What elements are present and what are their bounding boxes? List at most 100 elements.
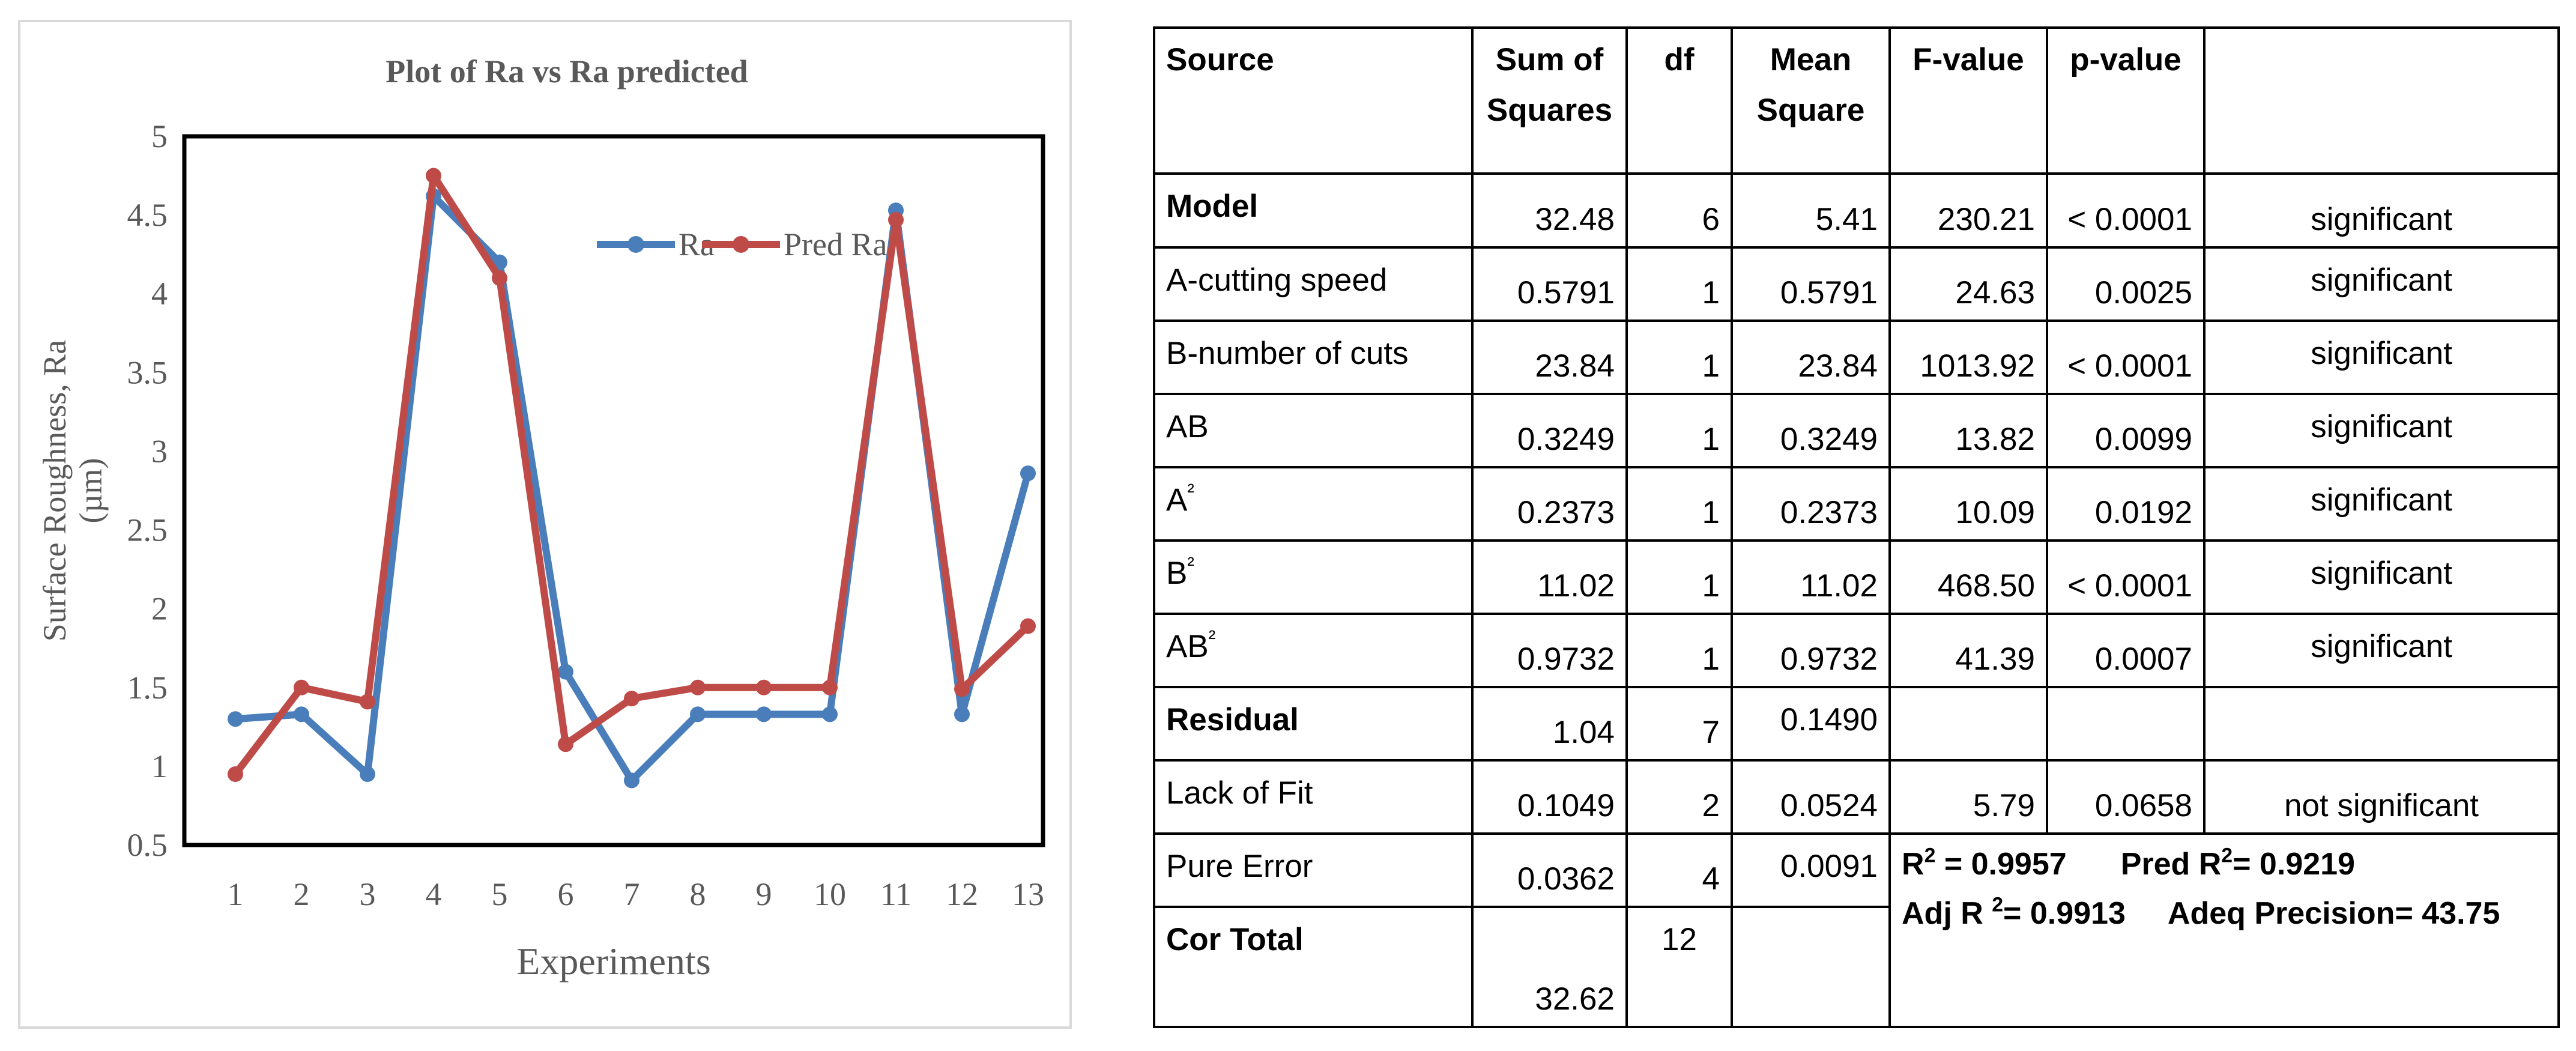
header-significance bbox=[2203, 26, 2560, 175]
cell-df: 7 bbox=[1625, 686, 1733, 762]
series-ra bbox=[228, 188, 1036, 789]
cell-source: Residual bbox=[1153, 686, 1474, 762]
data-point bbox=[294, 706, 309, 722]
cell-f-value bbox=[1888, 686, 2048, 762]
table-row: Model 32.48 6 5.41 230.21 < 0.0001 significant bbox=[1153, 172, 2560, 249]
cell-sum-of-squares: 23.84 bbox=[1471, 320, 1628, 395]
cell-df: 1 bbox=[1625, 393, 1733, 468]
y-tick-label: 0.5 bbox=[127, 827, 168, 863]
cell-df: 1 bbox=[1625, 320, 1733, 395]
data-point bbox=[690, 706, 706, 722]
fit-stat-text: Adeq Precision= 43.75 bbox=[2167, 896, 2500, 931]
data-point bbox=[954, 681, 970, 697]
x-tick-label: 12 bbox=[946, 876, 978, 912]
cell-source: A² bbox=[1153, 466, 1474, 542]
anova-table: Source Sum of Squares df Mean Square F-v… bbox=[1153, 26, 2560, 1028]
data-point bbox=[228, 766, 243, 782]
table-row: AB² 0.9732 1 0.9732 41.39 0.0007 significant bbox=[1153, 613, 2560, 688]
data-point bbox=[690, 679, 706, 695]
data-point bbox=[822, 679, 838, 695]
y-axis-label: Surface Roughness, Ra (µm) bbox=[37, 340, 109, 641]
cell-df: 6 bbox=[1625, 172, 1733, 249]
fit-stat-text: R bbox=[1902, 847, 1924, 882]
cell-mean-square: 0.0524 bbox=[1731, 759, 1891, 835]
data-point bbox=[228, 711, 243, 727]
x-tick-label: 2 bbox=[294, 876, 310, 912]
cell-df: 2 bbox=[1625, 759, 1733, 835]
chart-panel: Plot of Ra vs Ra predicted 0.5 1 1.5 2 2.5 3 3… bbox=[18, 20, 1072, 1029]
fit-statistics: R2 = 0.9957 Pred R2= 0.9219 Adj R 2= 0.991… bbox=[1888, 832, 2560, 1028]
x-tick-label: 11 bbox=[880, 876, 912, 912]
cell-source: Pure Error bbox=[1153, 832, 1474, 908]
data-point bbox=[954, 706, 970, 722]
x-tick-label: 3 bbox=[360, 876, 376, 912]
x-tick-label: 9 bbox=[756, 876, 772, 912]
cell-f-value: 468.50 bbox=[1888, 539, 2048, 615]
table-row: A-cutting speed 0.5791 1 0.5791 24.63 0.0025 s… bbox=[1153, 246, 2560, 322]
cell-sum-of-squares: 11.02 bbox=[1471, 539, 1628, 615]
header-p-value: p-value bbox=[2046, 26, 2206, 175]
cell-source: AB² bbox=[1153, 613, 1474, 688]
y-tick-label: 4 bbox=[151, 276, 168, 312]
cell-sum-of-squares: 1.04 bbox=[1471, 686, 1628, 762]
y-axis-label-line1: Surface Roughness, Ra bbox=[37, 340, 73, 641]
y-tick-label: 2 bbox=[151, 591, 168, 627]
legend-label: Pred Ra bbox=[784, 226, 887, 262]
legend-marker bbox=[733, 236, 749, 253]
y-tick-label: 3 bbox=[151, 433, 168, 469]
data-point bbox=[624, 691, 639, 707]
chart-legend: Ra Pred Ra bbox=[597, 226, 887, 262]
cell-sum-of-squares: 0.9732 bbox=[1471, 613, 1628, 688]
x-axis-ticks: 1 2 3 4 5 6 7 8 9 10 11 12 13 bbox=[228, 876, 1045, 912]
cell-sum-of-squares: 32.48 bbox=[1471, 172, 1628, 249]
cell-df: 12 bbox=[1625, 906, 1733, 1028]
header-source: Source bbox=[1153, 26, 1474, 175]
cell-mean-square: 0.3249 bbox=[1731, 393, 1891, 468]
cell-mean-square bbox=[1731, 906, 1891, 1028]
cell-significance: significant bbox=[2203, 613, 2560, 688]
data-point bbox=[1020, 618, 1036, 634]
cell-p-value: 0.0007 bbox=[2046, 613, 2206, 688]
cell-mean-square: 0.9732 bbox=[1731, 613, 1891, 688]
cell-sum-of-squares: 0.1049 bbox=[1471, 759, 1628, 835]
cell-sum-of-squares: 0.5791 bbox=[1471, 246, 1628, 322]
table-row: Residual 1.04 7 0.1490 bbox=[1153, 686, 2560, 762]
y-tick-label: 3.5 bbox=[127, 354, 168, 390]
data-point bbox=[756, 679, 772, 695]
cell-sum-of-squares: 0.2373 bbox=[1471, 466, 1628, 542]
cell-p-value: 0.0025 bbox=[2046, 246, 2206, 322]
fit-line-1: R2 = 0.9957 Pred R2= 0.9219 bbox=[1902, 844, 2355, 882]
cell-f-value: 10.09 bbox=[1888, 466, 2048, 542]
table-row: AB 0.3249 1 0.3249 13.82 0.0099 significant bbox=[1153, 393, 2560, 468]
cell-f-value: 41.39 bbox=[1888, 613, 2048, 688]
cell-f-value: 13.82 bbox=[1888, 393, 2048, 468]
cell-f-value: 5.79 bbox=[1888, 759, 2048, 835]
cell-p-value: < 0.0001 bbox=[2046, 320, 2206, 395]
x-axis-label: Experiments bbox=[516, 940, 710, 983]
cell-significance: significant bbox=[2203, 320, 2560, 395]
y-tick-label: 1.5 bbox=[127, 670, 168, 706]
x-tick-label: 7 bbox=[624, 876, 640, 912]
table-row: Pure Error 0.0362 4 0.0091 R2 = 0.9957 Pred R… bbox=[1153, 832, 2560, 1028]
x-tick-label: 4 bbox=[426, 876, 442, 912]
data-point bbox=[624, 772, 639, 789]
cell-source: AB bbox=[1153, 393, 1474, 468]
cell-significance bbox=[2203, 686, 2560, 762]
table-row: B² 11.02 1 11.02 468.50 < 0.0001 significant bbox=[1153, 539, 2560, 615]
fit-stat-text: = 0.9957 bbox=[1944, 847, 2067, 882]
cell-sum-of-squares: 0.3249 bbox=[1471, 393, 1628, 468]
cell-significance: significant bbox=[2203, 246, 2560, 322]
table-header-row: Source Sum of Squares df Mean Square F-v… bbox=[1153, 26, 2560, 175]
cell-p-value bbox=[2046, 686, 2206, 762]
cell-source: B-number of cuts bbox=[1153, 320, 1474, 395]
y-axis-ticks: 0.5 1 1.5 2 2.5 3 3.5 4 4.5 5 bbox=[127, 118, 168, 863]
series-layer bbox=[228, 168, 1036, 789]
cell-mean-square: 0.0091 bbox=[1731, 832, 1891, 908]
fit-line-2: Adj R 2= 0.9913 Adeq Precision= 43.75 bbox=[1902, 893, 2500, 931]
data-point bbox=[558, 664, 573, 680]
data-point bbox=[888, 211, 904, 228]
cell-mean-square: 0.1490 bbox=[1731, 686, 1891, 762]
header-df: df bbox=[1625, 26, 1733, 175]
table-body: Model 32.48 6 5.41 230.21 < 0.0001 significant… bbox=[1153, 172, 2560, 1028]
data-point bbox=[426, 168, 441, 184]
